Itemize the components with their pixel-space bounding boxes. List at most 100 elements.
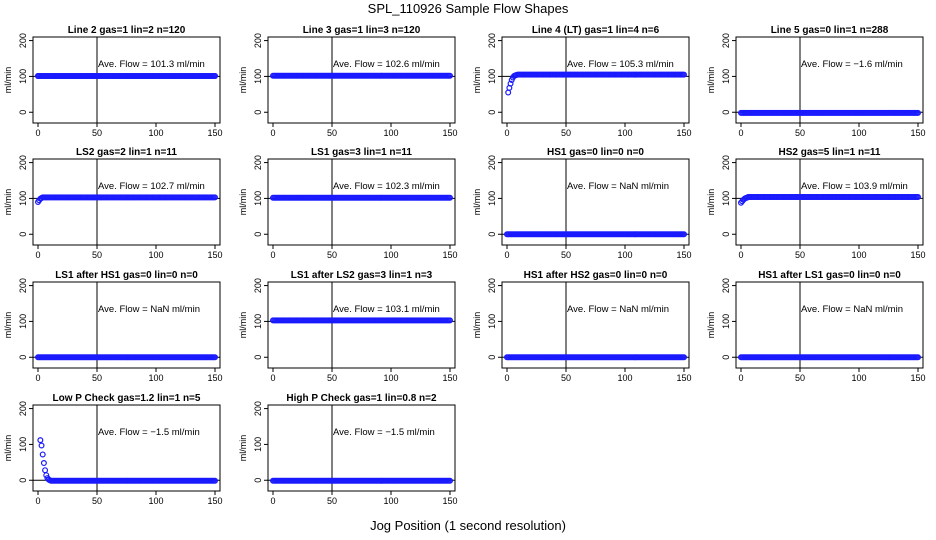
average-flow-annotation: Ave. Flow = 105.3 ml/min bbox=[567, 59, 674, 70]
y-tick-label: 200 bbox=[253, 33, 263, 48]
panel-frame bbox=[32, 404, 221, 492]
y-axis-label: ml/min bbox=[238, 189, 248, 216]
x-tick-label: 100 bbox=[617, 373, 632, 383]
y-tick-label: 0 bbox=[18, 355, 28, 360]
x-tick-label: 50 bbox=[795, 250, 805, 260]
panel-title: Line 4 (LT) gas=1 lin=4 n=6 bbox=[532, 25, 660, 36]
x-tick-label: 150 bbox=[442, 496, 457, 506]
x-tick-label: 50 bbox=[795, 373, 805, 383]
y-tick-label: 200 bbox=[253, 155, 263, 170]
x-tick-label: 50 bbox=[327, 128, 337, 138]
panel-8: HS2 gas=5 lin=1 n=11 0 50 100 150 0 100 200 ml/m… bbox=[706, 147, 926, 260]
panel-title: LS1 gas=3 lin=1 n=11 bbox=[311, 147, 412, 158]
average-flow-annotation: Ave. Flow = 102.6 ml/min bbox=[333, 59, 440, 70]
panel-6: LS1 gas=3 lin=1 n=11 0 50 100 150 0 100 200 ml/m… bbox=[238, 147, 458, 260]
panel-14: High P Check gas=1 lin=0.8 n=2 0 50 100 150 0… bbox=[238, 393, 458, 506]
data-point bbox=[38, 442, 45, 449]
panel-title: HS1 after LS1 gas=0 lin=0 n=0 bbox=[758, 270, 901, 281]
x-tick-label: 100 bbox=[383, 128, 398, 138]
y-tick-label: 0 bbox=[721, 232, 731, 237]
panel-frame bbox=[735, 158, 924, 246]
y-tick-label: 200 bbox=[487, 278, 497, 293]
x-tick-label: 150 bbox=[676, 128, 691, 138]
panel-12: HS1 after LS1 gas=0 lin=0 n=0 0 50 100 150 0 1… bbox=[706, 270, 926, 383]
x-tick-label: 100 bbox=[383, 496, 398, 506]
y-tick-label: 100 bbox=[487, 69, 497, 84]
panel-title: HS1 gas=0 lin=0 n=0 bbox=[547, 147, 644, 158]
panel-title: Line 2 gas=1 lin=2 n=120 bbox=[68, 25, 186, 36]
y-tick-label: 100 bbox=[253, 437, 263, 452]
panel-title: Line 5 gas=0 lin=1 n=288 bbox=[771, 25, 889, 36]
y-axis-label: ml/min bbox=[472, 189, 482, 216]
average-flow-annotation: Ave. Flow = 102.3 ml/min bbox=[333, 181, 440, 192]
data-point bbox=[212, 194, 219, 201]
x-tick-label: 100 bbox=[148, 496, 163, 506]
y-tick-label: 100 bbox=[18, 69, 28, 84]
y-tick-label: 100 bbox=[721, 191, 731, 206]
panel-frame bbox=[267, 158, 456, 246]
data-point bbox=[447, 194, 454, 201]
y-tick-label: 100 bbox=[253, 69, 263, 84]
average-flow-annotation: Ave. Flow = 102.7 ml/min bbox=[98, 181, 205, 192]
x-tick-label: 50 bbox=[561, 128, 571, 138]
data-point bbox=[39, 451, 46, 458]
panel-frame bbox=[501, 281, 690, 369]
data-point bbox=[507, 80, 514, 87]
panel-2: Line 3 gas=1 lin=3 n=120 0 50 100 150 0 100 200… bbox=[238, 25, 458, 138]
data-point bbox=[680, 354, 687, 361]
y-tick-label: 0 bbox=[18, 232, 28, 237]
x-tick-label: 100 bbox=[617, 128, 632, 138]
y-tick-label: 100 bbox=[487, 191, 497, 206]
x-tick-label: 0 bbox=[738, 128, 743, 138]
y-axis-label: ml/min bbox=[3, 189, 13, 216]
y-tick-label: 0 bbox=[721, 355, 731, 360]
y-axis-label: ml/min bbox=[706, 189, 716, 216]
y-axis-label: ml/min bbox=[706, 67, 716, 94]
average-flow-annotation: Ave. Flow = 103.1 ml/min bbox=[333, 304, 440, 315]
y-tick-label: 0 bbox=[487, 110, 497, 115]
y-tick-label: 0 bbox=[487, 355, 497, 360]
x-tick-label: 150 bbox=[207, 373, 222, 383]
data-point bbox=[914, 354, 921, 361]
x-tick-label: 100 bbox=[851, 373, 866, 383]
x-tick-label: 0 bbox=[270, 496, 275, 506]
x-tick-label: 150 bbox=[910, 128, 925, 138]
data-point bbox=[42, 467, 49, 474]
x-tick-label: 150 bbox=[442, 128, 457, 138]
y-tick-label: 100 bbox=[18, 437, 28, 452]
y-tick-label: 200 bbox=[487, 155, 497, 170]
panel-frame bbox=[735, 281, 924, 369]
panel-title: Low P Check gas=1.2 lin=1 n=5 bbox=[53, 393, 201, 404]
x-tick-label: 150 bbox=[676, 250, 691, 260]
panel-title: Line 3 gas=1 lin=3 n=120 bbox=[303, 25, 421, 36]
panel-9: LS1 after HS1 gas=0 lin=0 n=0 0 50 100 150 0 1… bbox=[3, 270, 223, 383]
x-tick-label: 100 bbox=[383, 250, 398, 260]
y-tick-label: 0 bbox=[721, 110, 731, 115]
data-point bbox=[212, 73, 219, 80]
average-flow-annotation: Ave. Flow = NaN ml/min bbox=[567, 304, 669, 315]
x-tick-label: 150 bbox=[676, 373, 691, 383]
data-point bbox=[914, 193, 921, 200]
average-flow-annotation: Ave. Flow = −1.6 ml/min bbox=[801, 59, 903, 70]
panel-frame bbox=[267, 281, 456, 369]
panel-7: HS1 gas=0 lin=0 n=0 0 50 100 150 0 100 200 ml/mi… bbox=[472, 147, 692, 260]
y-tick-label: 100 bbox=[487, 314, 497, 329]
y-axis-label: ml/min bbox=[3, 312, 13, 339]
y-tick-label: 200 bbox=[721, 278, 731, 293]
y-axis-label: ml/min bbox=[238, 435, 248, 462]
x-tick-label: 50 bbox=[327, 496, 337, 506]
average-flow-annotation: Ave. Flow = NaN ml/min bbox=[567, 181, 669, 192]
x-tick-label: 50 bbox=[795, 128, 805, 138]
x-tick-label: 0 bbox=[270, 128, 275, 138]
panel-3: Line 4 (LT) gas=1 lin=4 n=6 0 50 100 150 0 100… bbox=[472, 25, 692, 138]
x-tick-label: 100 bbox=[617, 250, 632, 260]
data-point bbox=[43, 472, 50, 479]
panel-5: LS2 gas=2 lin=1 n=11 0 50 100 150 0 100 200 ml/m… bbox=[3, 147, 223, 260]
x-tick-label: 0 bbox=[270, 373, 275, 383]
x-tick-label: 150 bbox=[207, 496, 222, 506]
y-tick-label: 0 bbox=[253, 478, 263, 483]
x-tick-label: 50 bbox=[561, 373, 571, 383]
panel-frame bbox=[267, 404, 456, 492]
panel-title: HS2 gas=5 lin=1 n=11 bbox=[778, 147, 880, 158]
